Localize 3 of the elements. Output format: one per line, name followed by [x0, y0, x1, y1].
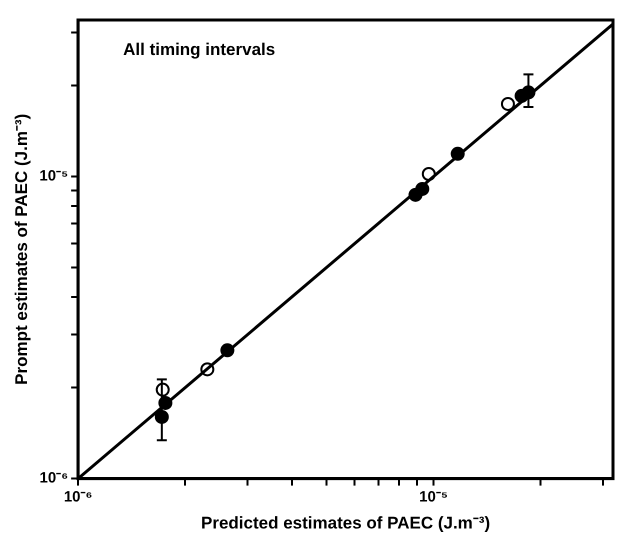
- annotation: All timing intervals: [123, 40, 276, 60]
- y-axis-title: Prompt estimates of PAEC (J.m⁻³): [12, 114, 31, 385]
- x-axis-title: Predicted estimates of PAEC (J.m⁻³): [201, 513, 490, 532]
